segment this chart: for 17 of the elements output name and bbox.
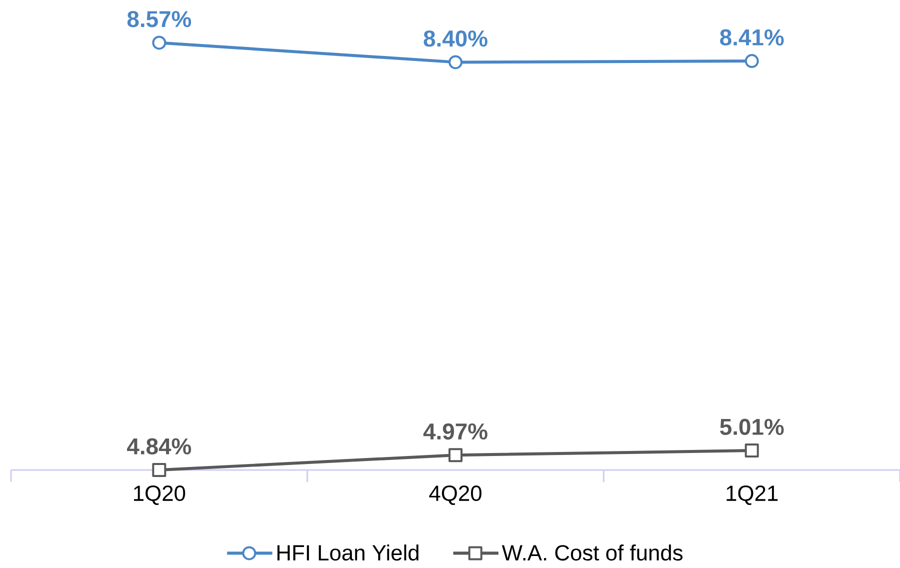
data-label: 8.40% [424,30,488,47]
point [744,54,759,68]
x-tick-label: 4Q20 [429,486,482,505]
legend-label: HFI Loan Yield [277,544,418,561]
point [152,463,166,477]
data-label: 4.97% [423,423,488,440]
point [448,448,463,462]
data-label: 8.57% [127,10,192,28]
point [448,55,463,70]
point [744,444,759,458]
x-tick-label: 1Q20 [134,486,186,505]
x-tick-label: 1Q21 [726,486,778,505]
legend-label: W.A. Cost of funds [502,544,683,561]
point [152,36,166,50]
data-label: 5.01% [720,418,784,435]
data-label: 4.84% [127,438,192,454]
data-label: 8.41% [720,29,784,46]
